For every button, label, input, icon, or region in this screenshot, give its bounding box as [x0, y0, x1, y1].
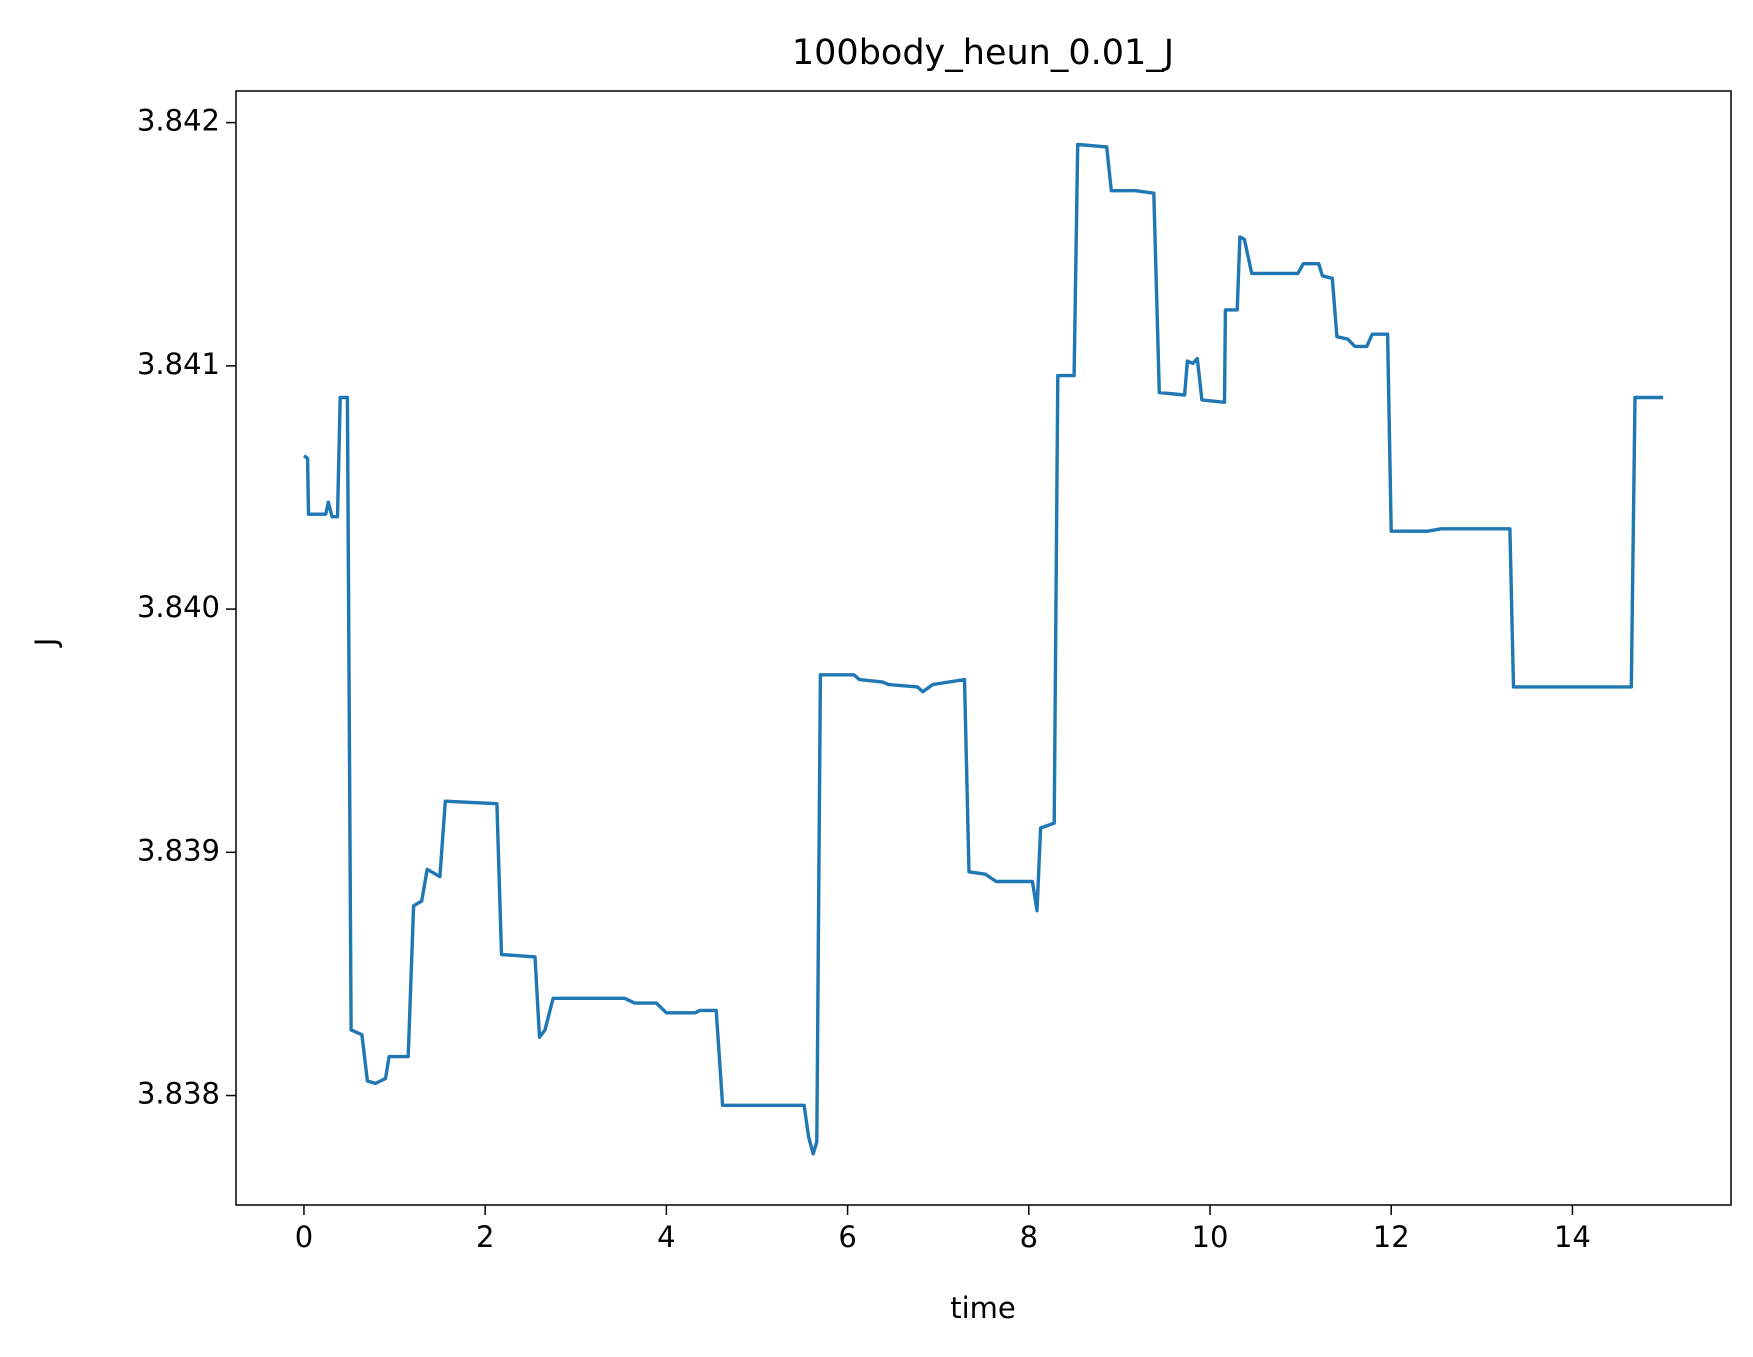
- x-tick-label: 6: [838, 1220, 856, 1254]
- plot-frame: [235, 90, 1732, 1206]
- y-tick-label: 3.838: [137, 1077, 220, 1111]
- x-tick-label: 2: [476, 1220, 494, 1254]
- x-tick-label: 8: [1020, 1220, 1038, 1254]
- y-tick-label: 3.839: [137, 833, 220, 867]
- x-tick-label: 12: [1373, 1220, 1410, 1254]
- x-tick-label: 0: [295, 1220, 313, 1254]
- y-tick-label: 3.842: [137, 104, 220, 138]
- y-axis-label: J: [29, 638, 63, 649]
- x-tick-label: 4: [657, 1220, 675, 1254]
- x-tick-label: 14: [1554, 1220, 1591, 1254]
- chart-title: 100body_heun_0.01_J: [792, 33, 1174, 73]
- data-line: [303, 142, 1663, 1156]
- y-tick-label: 3.840: [137, 590, 220, 624]
- y-tick-label: 3.841: [137, 347, 220, 381]
- x-tick-label: 10: [1192, 1220, 1229, 1254]
- x-axis-label: time: [950, 1291, 1016, 1325]
